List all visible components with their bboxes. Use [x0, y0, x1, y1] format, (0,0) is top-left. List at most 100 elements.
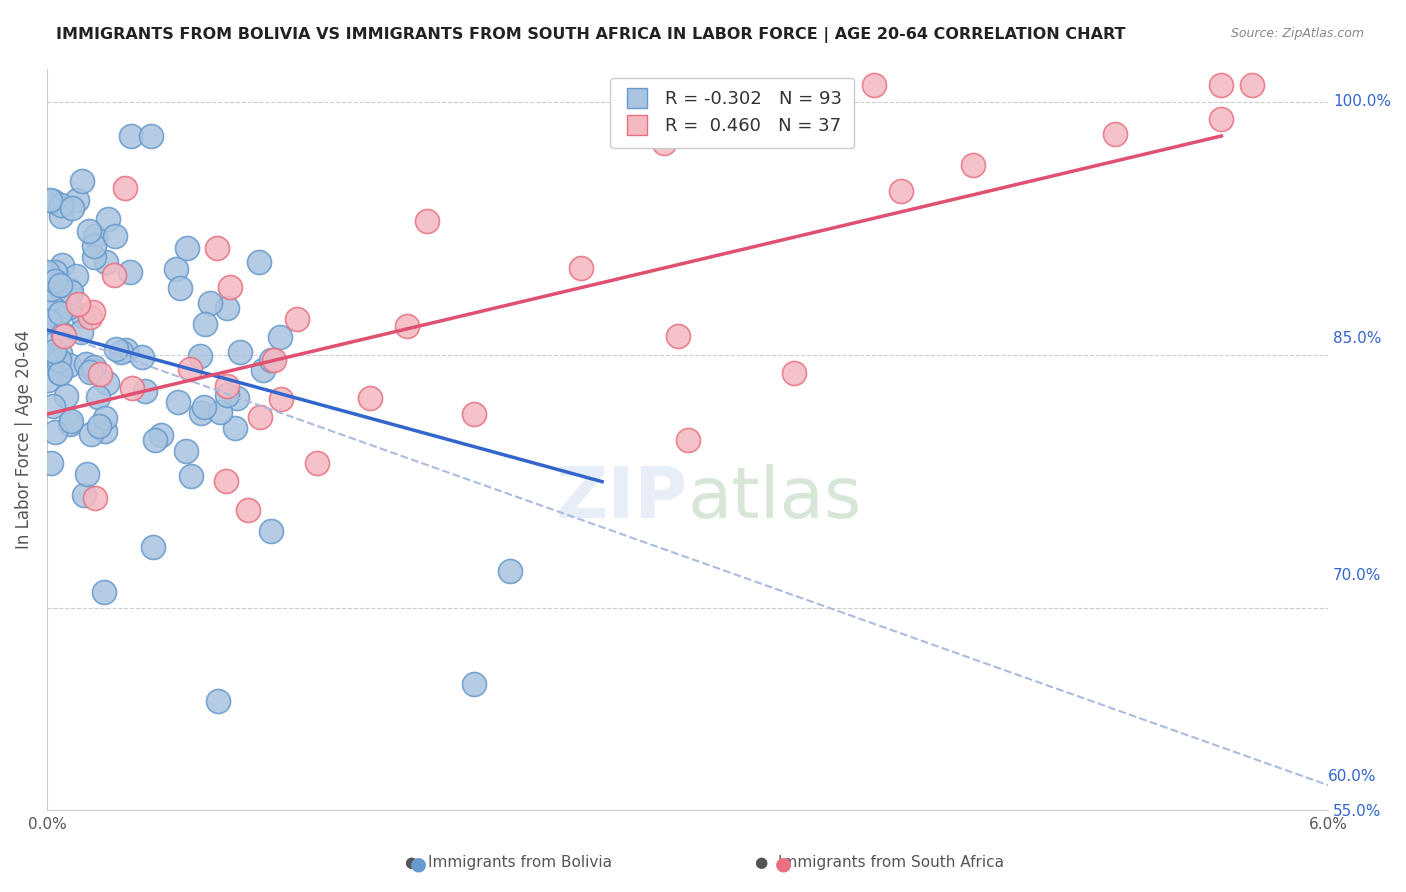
Point	[52, 326, 75, 341]
Point	[359, 391, 381, 405]
Point	[79, 310, 101, 324]
Point	[176, 443, 198, 458]
Point	[70, 174, 93, 188]
Text: ZIP: ZIP	[555, 465, 688, 533]
Point	[180, 469, 202, 483]
Point	[219, 280, 242, 294]
Point	[93, 585, 115, 599]
Point	[179, 362, 201, 376]
Point	[37, 373, 59, 387]
Point	[1104, 127, 1126, 141]
Point	[120, 128, 142, 143]
Point	[58, 300, 80, 314]
Point	[42, 399, 65, 413]
Point	[114, 343, 136, 357]
Y-axis label: In Labor Force | Age 20-64: In Labor Force | Age 20-64	[15, 330, 32, 549]
Text: ●  Immigrants from Bolivia: ● Immigrants from Bolivia	[405, 855, 612, 870]
Point	[193, 400, 215, 414]
Point	[75, 358, 97, 372]
Point	[207, 694, 229, 708]
Point	[69, 325, 91, 339]
Point	[83, 250, 105, 264]
Point	[259, 353, 281, 368]
Point	[775, 125, 797, 139]
Point	[260, 524, 283, 538]
Text: IMMIGRANTS FROM BOLIVIA VS IMMIGRANTS FROM SOUTH AFRICA IN LABOR FORCE | AGE 20-: IMMIGRANTS FROM BOLIVIA VS IMMIGRANTS FR…	[56, 27, 1126, 43]
Point	[45, 310, 67, 324]
Point	[783, 366, 806, 380]
Point	[652, 136, 675, 151]
Point	[96, 376, 118, 391]
Point	[134, 384, 156, 399]
Point	[416, 214, 439, 228]
Point	[121, 381, 143, 395]
Point	[96, 212, 118, 227]
Point	[94, 411, 117, 425]
Point	[679, 91, 702, 105]
Point	[105, 342, 128, 356]
Point	[247, 255, 270, 269]
Point	[188, 349, 211, 363]
Point	[150, 427, 173, 442]
Point	[72, 309, 94, 323]
Point	[224, 421, 246, 435]
Point	[165, 261, 187, 276]
Point	[59, 414, 82, 428]
Point	[67, 297, 90, 311]
Point	[120, 265, 142, 279]
Point	[48, 346, 70, 360]
Point	[131, 350, 153, 364]
Point	[190, 405, 212, 419]
Point	[139, 128, 162, 143]
Point	[395, 319, 418, 334]
Text: ●: ●	[411, 855, 427, 874]
Point	[76, 467, 98, 482]
Point	[498, 564, 520, 578]
Point	[676, 433, 699, 447]
Text: ●: ●	[775, 855, 792, 874]
Text: atlas: atlas	[688, 465, 862, 533]
Point	[285, 312, 308, 326]
Point	[217, 379, 239, 393]
Point	[42, 194, 65, 209]
Point	[962, 157, 984, 171]
Point	[59, 417, 82, 431]
Point	[39, 282, 62, 296]
Point	[42, 343, 65, 358]
Point	[83, 491, 105, 506]
Point	[104, 228, 127, 243]
Point	[39, 456, 62, 470]
Point	[215, 474, 238, 488]
Point	[46, 363, 69, 377]
Point	[49, 198, 72, 212]
Point	[169, 281, 191, 295]
Point	[143, 434, 166, 448]
Point	[73, 488, 96, 502]
Point	[208, 404, 231, 418]
Point	[269, 330, 291, 344]
Point	[114, 180, 136, 194]
Point	[263, 352, 285, 367]
Legend: R = -0.302   N = 93, R =  0.460   N = 37: R = -0.302 N = 93, R = 0.460 N = 37	[610, 78, 855, 148]
Point	[1211, 112, 1233, 127]
Point	[49, 306, 72, 320]
Point	[94, 425, 117, 439]
Text: ●  Immigrants from South Africa: ● Immigrants from South Africa	[755, 855, 1004, 870]
Point	[229, 344, 252, 359]
Point	[200, 296, 222, 310]
Point	[55, 389, 77, 403]
Point	[49, 277, 72, 292]
Point	[37, 265, 59, 279]
Point	[79, 427, 101, 442]
Point	[194, 317, 217, 331]
Point	[83, 239, 105, 253]
Point	[215, 301, 238, 316]
Text: 60.0%: 60.0%	[1329, 769, 1376, 784]
Point	[44, 425, 66, 439]
Point	[110, 345, 132, 359]
Point	[89, 419, 111, 434]
Point	[38, 314, 60, 328]
Point	[39, 292, 62, 306]
Point	[103, 268, 125, 282]
Point	[83, 228, 105, 243]
